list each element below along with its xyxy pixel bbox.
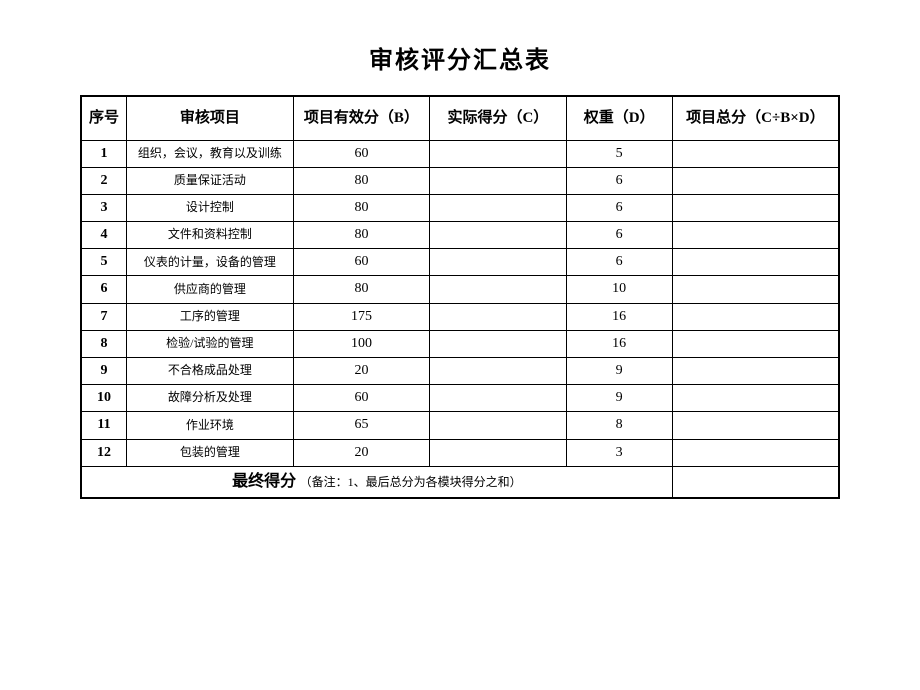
- col-header-item: 审核项目: [126, 96, 293, 140]
- cell-total: [672, 358, 839, 385]
- score-summary-table: 序号 审核项目 项目有效分（B） 实际得分（C） 权重（D） 项目总分（C÷B×…: [80, 95, 840, 499]
- cell-total: [672, 249, 839, 276]
- table-row: 5仪表的计量，设备的管理60 6: [81, 249, 839, 276]
- cell-c: [430, 140, 566, 167]
- cell-total: [672, 222, 839, 249]
- cell-item: 组织，会议，教育以及训练: [126, 140, 293, 167]
- cell-total: [672, 385, 839, 412]
- cell-b: 80: [293, 167, 429, 194]
- cell-total: [672, 167, 839, 194]
- cell-seq: 4: [81, 222, 126, 249]
- cell-d: 3: [566, 439, 672, 466]
- cell-c: [430, 385, 566, 412]
- cell-b: 80: [293, 194, 429, 221]
- table-row: 3设计控制80 6: [81, 194, 839, 221]
- col-header-total: 项目总分（C÷B×D）: [672, 96, 839, 140]
- cell-item: 文件和资料控制: [126, 222, 293, 249]
- cell-c: [430, 412, 566, 439]
- cell-total: [672, 194, 839, 221]
- table-row: 2质量保证活动80 6: [81, 167, 839, 194]
- cell-d: 9: [566, 385, 672, 412]
- cell-item: 包装的管理: [126, 439, 293, 466]
- table-row: 7工序的管理175 16: [81, 303, 839, 330]
- cell-c: [430, 249, 566, 276]
- col-header-c: 实际得分（C）: [430, 96, 566, 140]
- cell-seq: 2: [81, 167, 126, 194]
- footer-value-cell: [672, 466, 839, 498]
- table-row: 1组织，会议，教育以及训练60 5: [81, 140, 839, 167]
- cell-total: [672, 439, 839, 466]
- cell-d: 6: [566, 194, 672, 221]
- cell-item: 故障分析及处理: [126, 385, 293, 412]
- cell-b: 20: [293, 358, 429, 385]
- cell-d: 8: [566, 412, 672, 439]
- table-row: 11作业环境65 8: [81, 412, 839, 439]
- cell-seq: 9: [81, 358, 126, 385]
- cell-seq: 11: [81, 412, 126, 439]
- cell-c: [430, 439, 566, 466]
- cell-c: [430, 167, 566, 194]
- cell-b: 100: [293, 330, 429, 357]
- cell-item: 设计控制: [126, 194, 293, 221]
- cell-item: 工序的管理: [126, 303, 293, 330]
- cell-c: [430, 276, 566, 303]
- cell-d: 9: [566, 358, 672, 385]
- col-header-b: 项目有效分（B）: [293, 96, 429, 140]
- table-row: 9不合格成品处理209: [81, 358, 839, 385]
- table-row: 12包装的管理20 3: [81, 439, 839, 466]
- cell-seq: 8: [81, 330, 126, 357]
- cell-d: 5: [566, 140, 672, 167]
- cell-total: [672, 276, 839, 303]
- cell-c: [430, 222, 566, 249]
- cell-seq: 12: [81, 439, 126, 466]
- cell-c: [430, 194, 566, 221]
- cell-seq: 10: [81, 385, 126, 412]
- cell-item: 检验/试验的管理: [126, 330, 293, 357]
- cell-total: [672, 412, 839, 439]
- cell-d: 6: [566, 222, 672, 249]
- table-row: 4文件和资料控制80 6: [81, 222, 839, 249]
- cell-seq: 5: [81, 249, 126, 276]
- cell-item: 质量保证活动: [126, 167, 293, 194]
- cell-seq: 6: [81, 276, 126, 303]
- table-header-row: 序号 审核项目 项目有效分（B） 实际得分（C） 权重（D） 项目总分（C÷B×…: [81, 96, 839, 140]
- cell-c: [430, 330, 566, 357]
- cell-total: [672, 330, 839, 357]
- footer-note: （备注：1、最后总分为各模块得分之和）: [300, 475, 522, 489]
- cell-item: 不合格成品处理: [126, 358, 293, 385]
- cell-seq: 7: [81, 303, 126, 330]
- cell-d: 16: [566, 330, 672, 357]
- cell-item: 作业环境: [126, 412, 293, 439]
- col-header-d: 权重（D）: [566, 96, 672, 140]
- cell-b: 80: [293, 276, 429, 303]
- page-title: 审核评分汇总表: [80, 40, 840, 75]
- cell-b: 80: [293, 222, 429, 249]
- cell-c: [430, 358, 566, 385]
- cell-b: 60: [293, 249, 429, 276]
- cell-c: [430, 303, 566, 330]
- cell-total: [672, 140, 839, 167]
- cell-b: 60: [293, 385, 429, 412]
- table-row: 8检验/试验的管理100 16: [81, 330, 839, 357]
- cell-b: 175: [293, 303, 429, 330]
- cell-item: 供应商的管理: [126, 276, 293, 303]
- cell-d: 10: [566, 276, 672, 303]
- cell-b: 60: [293, 140, 429, 167]
- cell-d: 16: [566, 303, 672, 330]
- cell-b: 65: [293, 412, 429, 439]
- cell-total: [672, 303, 839, 330]
- footer-label: 最终得分: [232, 473, 296, 490]
- table-footer-row: 最终得分 （备注：1、最后总分为各模块得分之和）: [81, 466, 839, 498]
- table-row: 10故障分析及处理60 9: [81, 385, 839, 412]
- cell-seq: 1: [81, 140, 126, 167]
- cell-item: 仪表的计量，设备的管理: [126, 249, 293, 276]
- cell-d: 6: [566, 249, 672, 276]
- footer-label-cell: 最终得分 （备注：1、最后总分为各模块得分之和）: [81, 466, 672, 498]
- cell-b: 20: [293, 439, 429, 466]
- col-header-seq: 序号: [81, 96, 126, 140]
- cell-d: 6: [566, 167, 672, 194]
- cell-seq: 3: [81, 194, 126, 221]
- table-row: 6供应商的管理80 10: [81, 276, 839, 303]
